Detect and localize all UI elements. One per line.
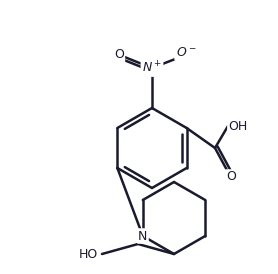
Text: OH: OH (228, 119, 248, 133)
Text: HO: HO (78, 247, 98, 261)
Text: O: O (226, 170, 236, 184)
Text: $O^-$: $O^-$ (176, 47, 196, 59)
Text: O: O (114, 48, 124, 61)
Text: N: N (138, 230, 148, 242)
Text: $N^+$: $N^+$ (142, 60, 162, 76)
